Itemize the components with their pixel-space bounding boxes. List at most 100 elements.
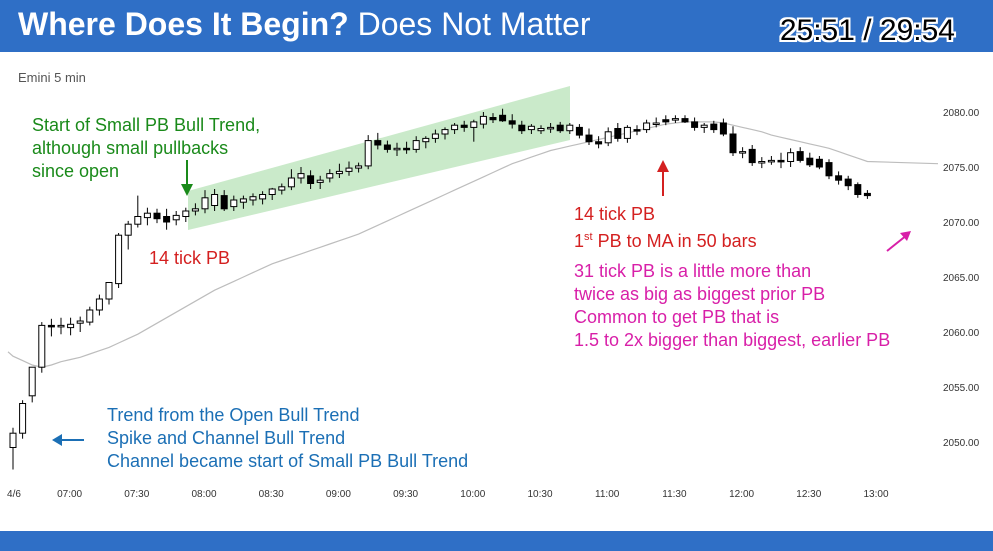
candle	[355, 162, 363, 173]
candle	[489, 113, 497, 123]
blue-line-2: Spike and Channel Bull Trend	[107, 428, 346, 448]
candle-body	[604, 131, 612, 144]
candlestick-chart: Emini 5 min 2080.00 2075.00 2070.00 2065.00…	[7, 70, 980, 500]
candle	[499, 108, 507, 122]
candle	[796, 147, 804, 163]
candle-body	[297, 173, 305, 179]
candle	[604, 127, 612, 147]
candle-body	[76, 320, 84, 324]
candle-body	[729, 133, 737, 154]
first-pb-num: 1	[574, 231, 585, 251]
candle	[95, 294, 103, 316]
candle-body	[105, 282, 113, 300]
candle	[249, 193, 257, 206]
candle	[451, 123, 459, 134]
candle	[19, 400, 27, 439]
slide-title: Where Does It Begin? Does Not Matter	[18, 4, 591, 44]
x-tick-label: 09:30	[393, 489, 418, 500]
x-tick-label: 10:30	[527, 489, 552, 500]
candle	[729, 126, 737, 156]
candle	[844, 175, 852, 191]
candles-group	[9, 108, 871, 470]
candle-body	[412, 140, 420, 150]
candle-body	[748, 148, 756, 164]
candle	[537, 125, 545, 134]
x-tick-label: 4/6	[7, 489, 21, 500]
candle-body	[662, 119, 670, 123]
trend-type-annotation: Trend from the Open Bull Trend Spike and…	[107, 404, 468, 473]
blue-line-1: Trend from the Open Bull Trend	[107, 405, 360, 425]
candle-body	[134, 216, 142, 225]
candle	[681, 115, 689, 123]
candle	[287, 169, 295, 191]
candle	[595, 136, 603, 149]
candle	[278, 183, 286, 195]
candle	[806, 152, 814, 167]
candle-body	[259, 194, 267, 200]
first-pb-text: PB to MA in 50 bars	[592, 231, 757, 251]
candle	[211, 189, 219, 211]
candle	[307, 170, 315, 189]
candle-body	[479, 115, 487, 125]
candle-body	[268, 188, 276, 195]
candle-body	[527, 125, 535, 131]
candle-body	[623, 126, 631, 139]
candle-body	[835, 175, 843, 181]
candle	[239, 195, 247, 209]
title-rest: Does Not Matter	[357, 6, 591, 42]
candle-body	[806, 157, 814, 166]
candle	[105, 282, 113, 305]
x-tick-label: 12:00	[729, 489, 754, 500]
candle-body	[758, 161, 766, 164]
candle-body	[38, 324, 46, 368]
candle-body	[556, 124, 564, 132]
candle	[547, 123, 555, 133]
candle	[863, 190, 871, 199]
candle-body	[172, 214, 180, 221]
candle	[767, 156, 775, 165]
candle	[835, 171, 843, 185]
candle	[479, 112, 487, 129]
candle	[652, 117, 660, 128]
candle	[153, 208, 161, 224]
candle-body	[547, 126, 555, 130]
candle-body	[47, 324, 55, 328]
candle	[460, 120, 468, 132]
pb14-right: 14 tick PB	[574, 204, 656, 224]
candle-body	[614, 128, 622, 139]
candle-body	[739, 151, 747, 154]
start-small-pb-annotation: Start of Small PB Bull Trend, although s…	[32, 114, 260, 183]
candle	[220, 190, 228, 211]
candle-body	[854, 184, 862, 196]
candle-body	[470, 121, 478, 128]
candle	[470, 119, 478, 142]
candle-body	[345, 167, 353, 172]
pink-line-3: Common to get PB that is	[574, 307, 780, 327]
video-timer: 25:51 / 29:54	[779, 14, 955, 47]
candle	[124, 220, 132, 250]
candle-body	[335, 170, 343, 175]
x-tick-label: 11:30	[662, 489, 687, 500]
candle-body	[499, 114, 507, 122]
candle-body	[585, 134, 593, 143]
pink-line-1: 31 tick PB is a little more than	[574, 261, 812, 281]
candle	[47, 318, 55, 337]
candle	[710, 120, 718, 133]
candle	[67, 317, 75, 336]
y-tick-label: 2055.00	[943, 383, 980, 394]
candle-body	[383, 144, 391, 150]
candle	[297, 167, 305, 184]
x-tick-label: 08:00	[191, 489, 216, 500]
green-arrow-head	[181, 184, 193, 196]
candle-body	[220, 195, 228, 210]
candle	[374, 132, 382, 150]
title-bar: Where Does It Begin? Does Not Matter	[0, 0, 993, 52]
candle	[403, 141, 411, 154]
candle-body	[191, 208, 199, 212]
candle-body	[710, 123, 718, 131]
candle	[115, 233, 123, 288]
candle	[259, 191, 267, 205]
candle	[182, 207, 190, 222]
candle	[614, 123, 622, 142]
candle-body	[575, 126, 583, 136]
